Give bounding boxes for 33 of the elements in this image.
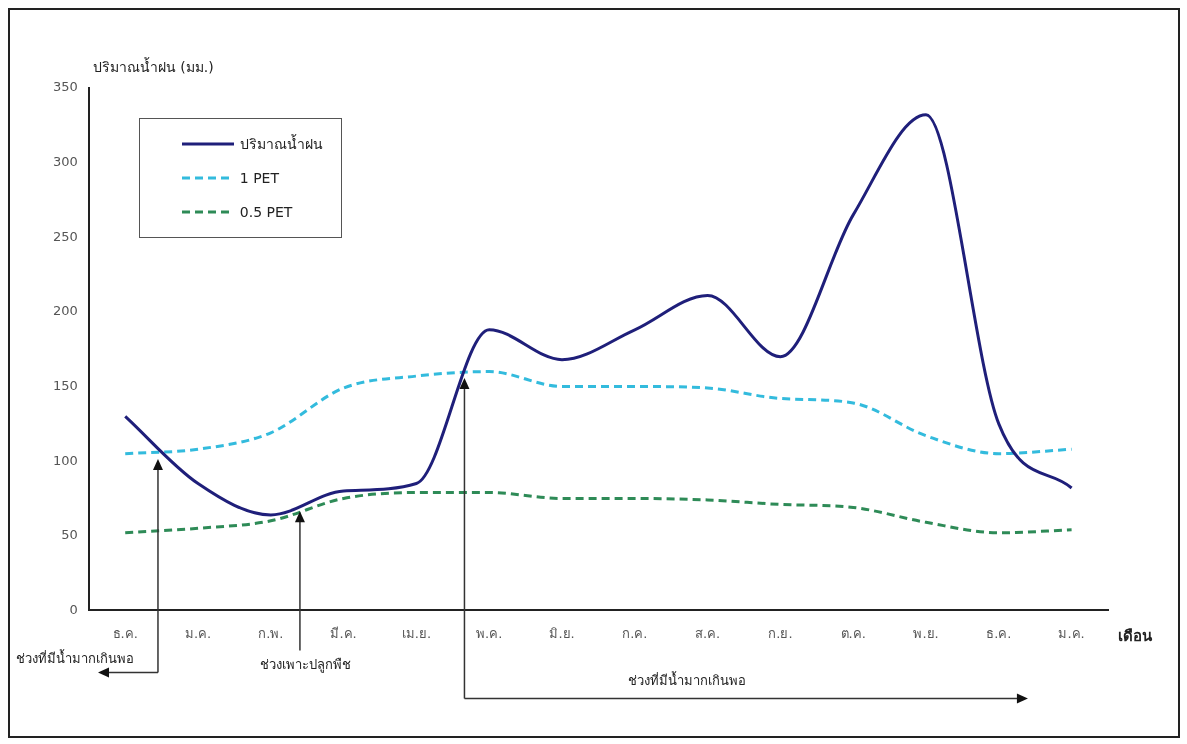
y-tick-label: 350 xyxy=(52,79,78,95)
x-tick-label: มิ.ย. xyxy=(549,625,575,641)
y-tick-label: 100 xyxy=(52,452,78,468)
x-tick-label: เม.ย. xyxy=(401,625,432,641)
y-tick-label: 0 xyxy=(69,601,78,617)
line-series xyxy=(123,490,1074,535)
y-tick-label: 250 xyxy=(52,228,78,244)
x-tick-label: ธ.ค. xyxy=(112,625,138,641)
x-tick-label: ม.ค. xyxy=(184,625,212,641)
y-tick-label: 150 xyxy=(52,377,78,393)
legend-label: 0.5 PET xyxy=(239,204,293,220)
x-tick-label: มี.ค. xyxy=(330,625,357,641)
text: ช่วงที่มีน้ำมากเกินพอ xyxy=(16,648,134,669)
y-axis-title: ปริมาณน้ำฝน (มม.) xyxy=(92,56,214,77)
line-series xyxy=(123,113,1074,517)
x-tick-label: ก.ค. xyxy=(622,625,648,641)
x-tick-label: ก.พ. xyxy=(258,625,284,641)
legend-label: ปริมาณน้ำฝน xyxy=(239,133,323,154)
y-tick-label: 50 xyxy=(61,527,78,543)
x-axis-title: เดือน xyxy=(1118,626,1152,648)
text: ช่วงเพาะปลูกพืช xyxy=(259,656,351,675)
line-series xyxy=(123,370,1074,456)
x-tick-label: ต.ค. xyxy=(840,625,866,641)
y-tick-label: 300 xyxy=(52,154,78,169)
x-tick-label: ม.ค. xyxy=(1058,625,1085,641)
text: ช่วงที่มีน้ำมากเกินพอ xyxy=(627,670,746,691)
y-tick-label: 200 xyxy=(52,303,78,319)
x-tick-label: ก.ย. xyxy=(768,625,793,641)
x-tick-label: ธ.ค. xyxy=(986,625,1012,641)
x-tick-label: พ.ค. xyxy=(476,625,503,641)
x-tick-label: ส.ค. xyxy=(694,625,721,641)
x-tick-label: พ.ย. xyxy=(913,625,939,641)
legend-label: 1 PET xyxy=(239,170,280,186)
